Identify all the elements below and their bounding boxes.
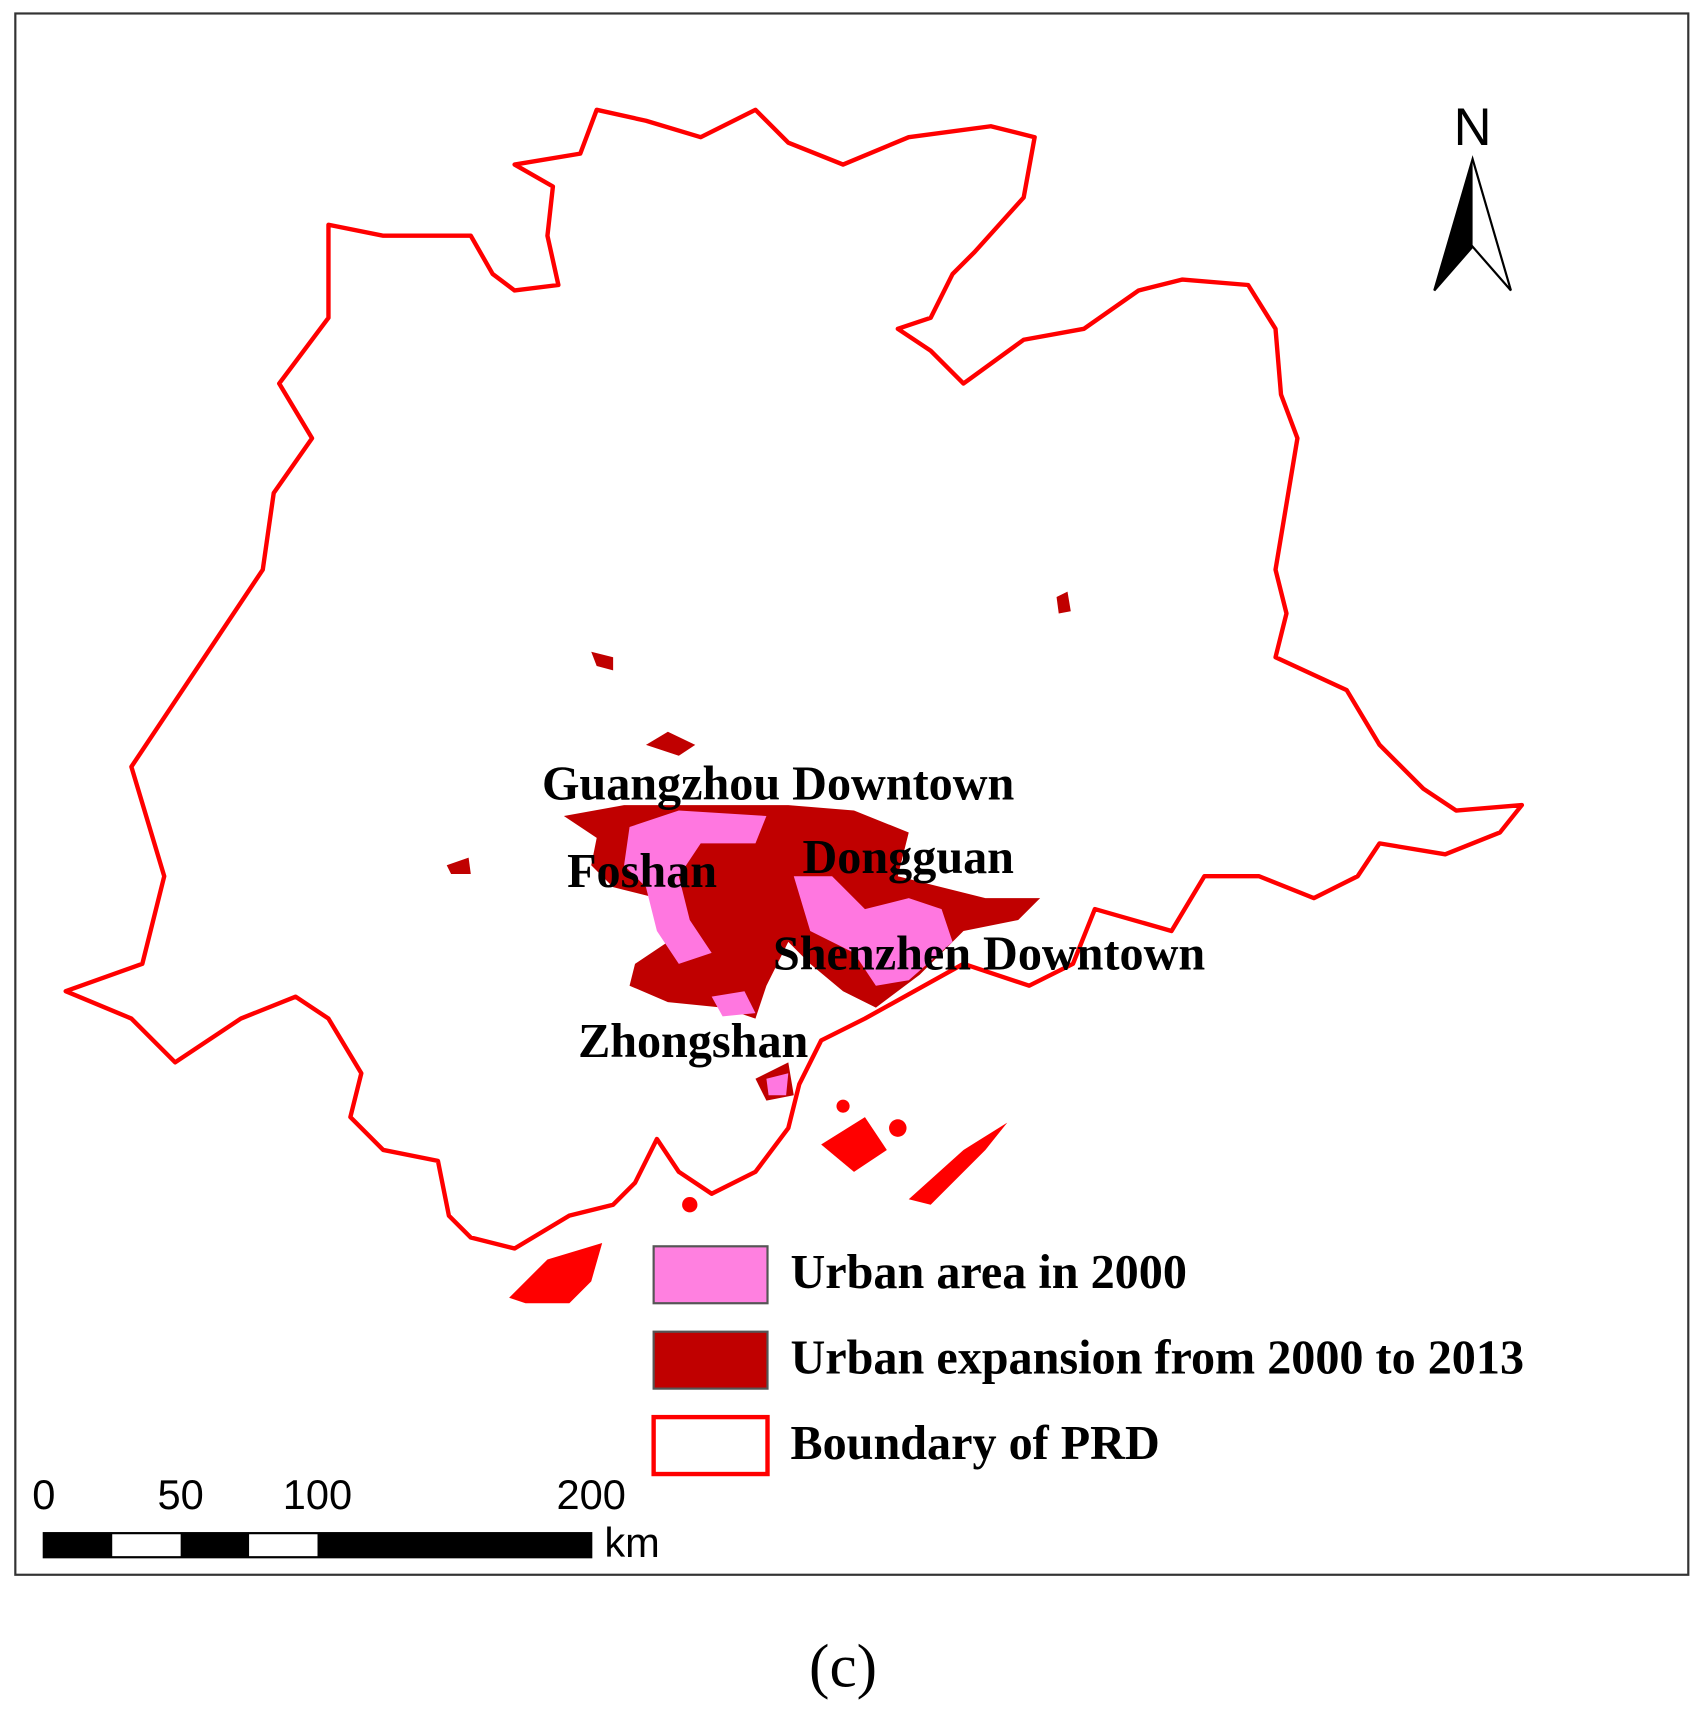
scale-segment	[43, 1533, 113, 1558]
scale-unit: km	[604, 1519, 659, 1566]
scale-segment	[317, 1533, 592, 1558]
islands	[509, 1099, 1008, 1304]
place-label: Foshan	[567, 845, 717, 898]
legend-label: Boundary of PRD	[790, 1417, 1159, 1470]
caption: (c)	[809, 1632, 877, 1700]
map-frame	[14, 12, 1690, 1576]
place-label: Zhongshan	[578, 1015, 808, 1068]
legend-swatch	[652, 1330, 769, 1390]
legend-label: Urban expansion from 2000 to 2013	[790, 1331, 1524, 1384]
legend-swatch	[651, 1414, 770, 1477]
scale-label: 200	[557, 1471, 626, 1518]
north-arrow-half	[1434, 159, 1473, 291]
legend-swatch	[652, 1245, 769, 1305]
urban-2000	[624, 810, 953, 1096]
place-label: Guangzhou Downtown	[542, 758, 1015, 811]
scale-label: 100	[283, 1471, 352, 1518]
place-label: Shenzhen Downtown	[773, 927, 1205, 980]
scale-label: 50	[158, 1471, 204, 1518]
prd-boundary	[63, 107, 1525, 1251]
scale-label: 0	[32, 1471, 55, 1518]
place-label: Dongguan	[803, 831, 1015, 884]
legend-label: Urban area in 2000	[790, 1246, 1186, 1299]
north-label: N	[1454, 98, 1492, 157]
scale-segment	[180, 1533, 250, 1558]
